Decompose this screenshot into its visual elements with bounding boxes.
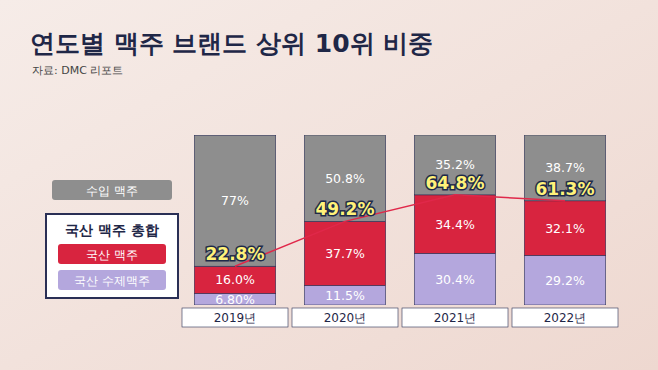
bar-label: 29.2%: [545, 273, 585, 288]
legend-swatch: [58, 270, 166, 290]
bar-label: 77%: [221, 193, 249, 208]
total-label: 49.2%: [316, 199, 375, 219]
bar-label: 38.7%: [545, 160, 585, 175]
bar-segment: [524, 255, 605, 305]
background: [0, 0, 658, 370]
x-tick-label: 2022년: [544, 311, 587, 325]
labels: 6.80% 16.0% 77% 11.5% 37.7% 50.8% 30.4% 34.4% 35…: [206, 157, 595, 306]
total-label: 61.3%: [536, 179, 595, 199]
category-strip: [512, 308, 618, 327]
bar-label: 11.5%: [325, 288, 365, 303]
legend-group-box: [46, 214, 178, 298]
bar-label: 50.8%: [325, 171, 365, 186]
bar-label: 35.2%: [435, 157, 475, 172]
total-label: 22.8%: [206, 244, 265, 264]
legend-label: 국산 수제맥주: [74, 274, 150, 288]
bar-segment: [304, 221, 385, 285]
bar-label: 32.1%: [545, 221, 585, 236]
legend-swatch: [58, 244, 166, 264]
bar-label: 16.0%: [215, 272, 255, 287]
bar-segment: [414, 135, 495, 195]
legend-swatch: [52, 180, 172, 200]
legend-label: 수입 맥주: [86, 184, 138, 198]
category-strip: [402, 308, 508, 327]
legend-label: 국산 맥주: [86, 248, 138, 262]
bar-segment: [194, 135, 275, 266]
bar-segment: [414, 253, 495, 305]
category-strip: [182, 308, 288, 327]
bar-segment: [414, 195, 495, 253]
marks: [194, 135, 605, 305]
total-label: 64.8%: [426, 173, 485, 193]
bar-segment: [524, 201, 605, 256]
total-line: [235, 195, 565, 266]
x-tick-label: 2019년: [214, 311, 257, 325]
subtitle: 자료: DMC 리포트: [32, 64, 123, 77]
legend: 수입 맥주국산 맥주 총합국산 맥주국산 수제맥주: [46, 180, 178, 298]
bar-label: 30.4%: [435, 272, 475, 287]
bar-segment: [304, 135, 385, 221]
x-tick-label: 2021년: [434, 311, 477, 325]
bar-segment: [304, 285, 385, 305]
bar-segment: [524, 135, 605, 201]
category-strip: [292, 308, 398, 327]
x-tick-label: 2020년: [324, 311, 367, 325]
chart: 연도별 맥주 브랜드 상위 10위 비중자료: DMC 리포트 6.80% 16.0…: [0, 0, 658, 370]
bar-segment: [194, 266, 275, 293]
bar-label: 6.80%: [215, 292, 255, 307]
bar-label: 34.4%: [435, 217, 475, 232]
title: 연도별 맥주 브랜드 상위 10위 비중: [30, 29, 433, 58]
legend-label: 국산 맥주 총합: [65, 222, 159, 238]
bar-label: 37.7%: [325, 246, 365, 261]
